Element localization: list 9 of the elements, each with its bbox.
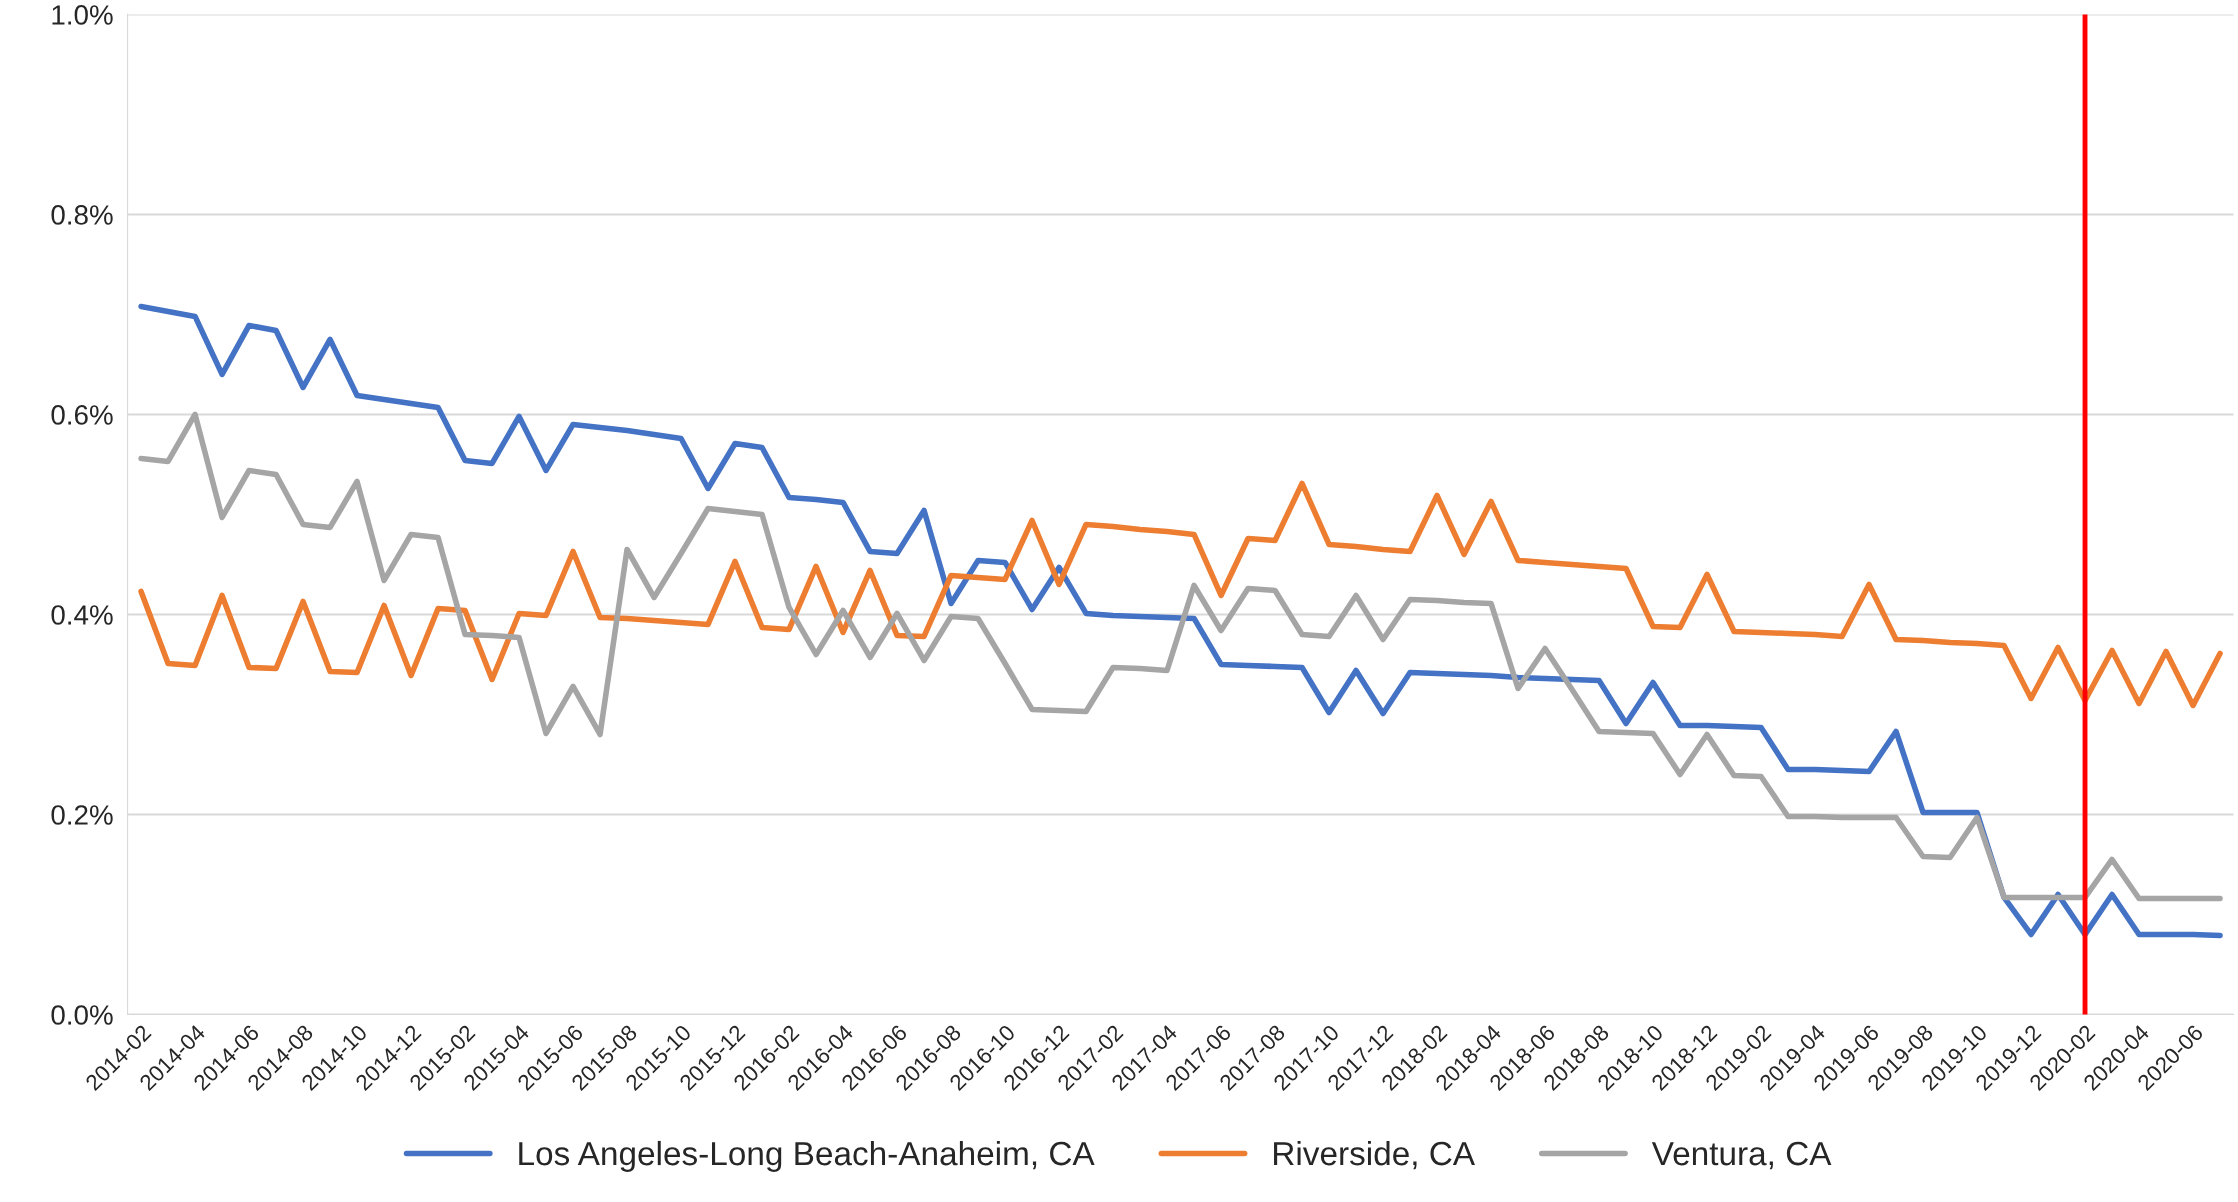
y-tick-label: 0.2% xyxy=(51,805,113,825)
y-tick-label: 0.4% xyxy=(51,605,113,625)
y-tick-label: 1.0% xyxy=(52,5,113,25)
y-tick-label: 0.0% xyxy=(51,1005,113,1025)
y-tick-label: 0.6% xyxy=(51,405,113,425)
legend-label: Ventura, CA xyxy=(1651,1141,1832,1170)
y-tick-label: 0.8% xyxy=(51,205,113,225)
legend-label: Los Angeles-Long Beach-Anaheim, CA xyxy=(519,1140,1095,1172)
legend-label: Riverside, CA xyxy=(1274,1140,1476,1170)
